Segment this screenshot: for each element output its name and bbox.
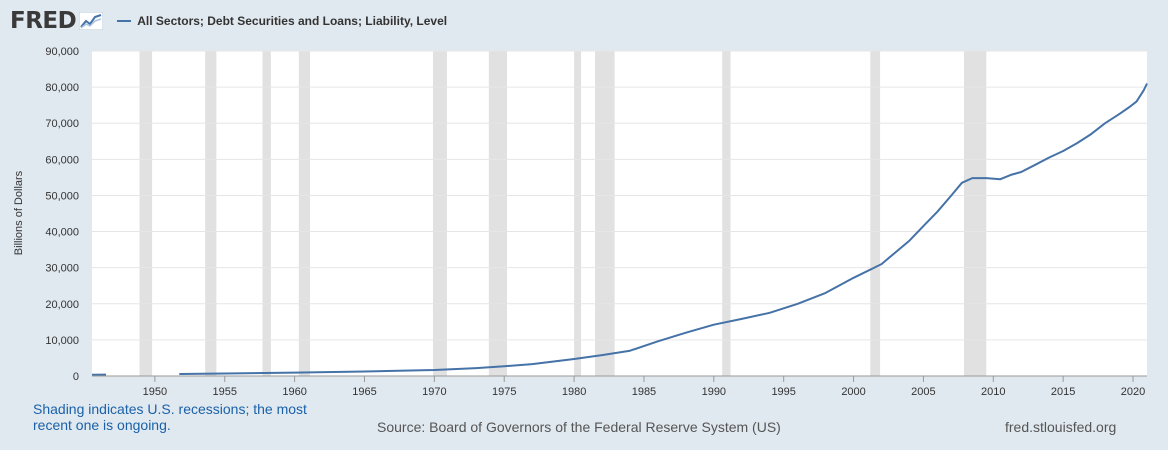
x-tick-label: 1955 (213, 386, 237, 398)
recession-band (488, 51, 508, 376)
x-tick-label: 1970 (422, 386, 446, 398)
y-axis-label: Billions of Dollars (13, 170, 25, 255)
y-tick-label: 70,000 (45, 118, 79, 130)
plot-area (92, 51, 1147, 376)
line-chart: 0 10,000 20,000 30,000 40,000 50,000 60,000 70,… (13, 46, 1148, 398)
series-line (179, 83, 1148, 375)
x-tick-label: 1965 (352, 386, 376, 398)
x-tick-label: 2015 (1051, 386, 1075, 398)
recession-shading (139, 51, 987, 376)
recession-band (870, 51, 881, 376)
legend: All Sectors; Debt Securities and Loans; … (117, 14, 447, 28)
x-tick-label: 1985 (632, 386, 656, 398)
y-axis-ticks: 0 10,000 20,000 30,000 40,000 50,000 60,000 70,… (45, 46, 79, 383)
y-tick-label: 10,000 (45, 335, 79, 347)
recession-band (722, 51, 731, 376)
y-tick-label: 30,000 (45, 263, 79, 275)
y-tick-label: 20,000 (45, 299, 79, 311)
x-tick-label: 1960 (282, 386, 306, 398)
y-tick-label: 0 (73, 371, 79, 383)
x-axis-ticks: 1950 1955 1960 1965 1970 1975 1980 1985 1990 1995… (92, 375, 1147, 398)
recession-band (139, 51, 153, 376)
y-tick-label: 80,000 (45, 82, 79, 94)
recession-band (298, 51, 310, 376)
y-tick-label: 60,000 (45, 154, 79, 166)
x-tick-label: 1950 (143, 386, 167, 398)
chart-line-icon (79, 12, 104, 30)
legend-swatch (117, 20, 132, 22)
recession-band (432, 51, 447, 376)
x-tick-label: 1995 (771, 386, 795, 398)
x-tick-label: 2005 (911, 386, 935, 398)
x-tick-label: 1975 (492, 386, 516, 398)
x-tick-label: 2010 (981, 386, 1005, 398)
gridlines (92, 50, 1147, 341)
x-tick-label: 2020 (1121, 386, 1145, 398)
y-tick-label: 90,000 (45, 46, 79, 58)
series-lines (91, 83, 1148, 376)
recession-band (205, 51, 217, 376)
y-tick-label: 40,000 (45, 227, 79, 239)
recession-band (963, 51, 987, 376)
source-note[interactable]: Source: Board of Governors of the Federa… (377, 419, 781, 435)
chart-header: FRED All Sectors; Debt Securities and Lo… (10, 6, 447, 36)
site-link[interactable]: fred.stlouisfed.org (1005, 419, 1117, 435)
fred-logo[interactable]: FRED (10, 8, 77, 34)
x-tick-label: 1980 (562, 386, 586, 398)
x-tick-label: 1990 (702, 386, 726, 398)
recession-note: Shading indicates U.S. recessions; the m… (33, 401, 307, 433)
legend-label: All Sectors; Debt Securities and Loans; … (137, 14, 448, 28)
recession-band (262, 51, 271, 376)
recession-band (574, 51, 582, 376)
x-tick-label: 2000 (841, 386, 865, 398)
recession-band (595, 51, 615, 376)
y-tick-label: 50,000 (45, 190, 79, 202)
